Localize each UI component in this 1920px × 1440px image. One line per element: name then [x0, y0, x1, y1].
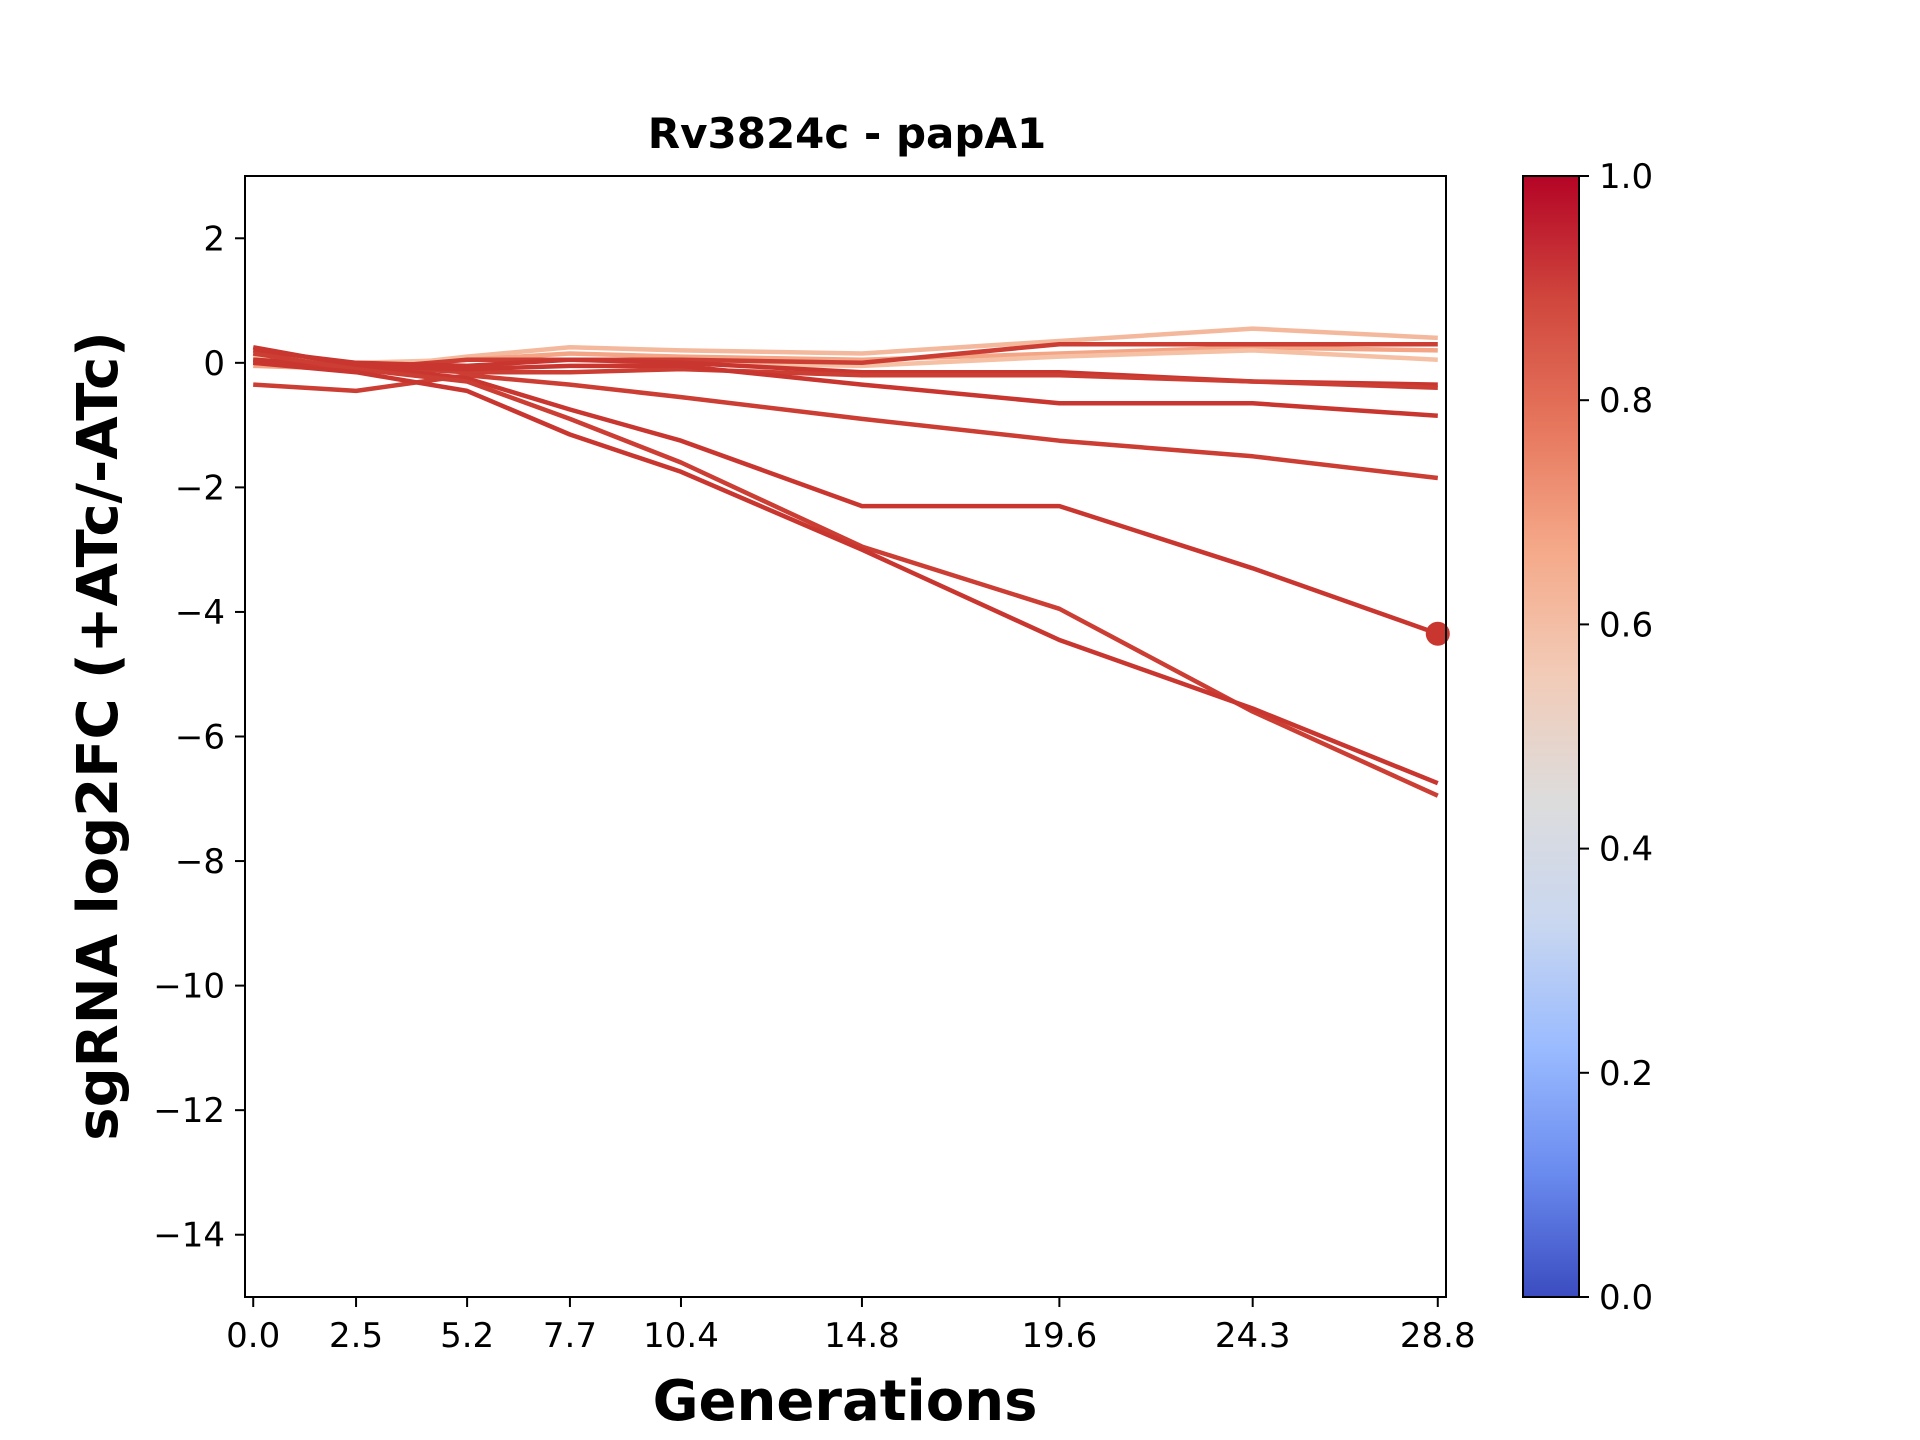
series-line-7 — [253, 357, 1438, 419]
y-tick-label: −14 — [153, 1216, 225, 1256]
colorbar-tick-label: 0.4 — [1599, 830, 1653, 870]
series-end-marker — [1425, 621, 1450, 646]
y-tick-label: 2 — [203, 219, 225, 259]
x-tick-label: 28.8 — [1400, 1316, 1476, 1356]
y-tick-label: −4 — [175, 593, 225, 633]
y-axis: 2 0 −2 −4 −6 −8 −10 −12 −14 — [153, 219, 245, 1256]
chart-title: Rv3824c - papA1 — [648, 109, 1046, 158]
series-line-8 — [253, 373, 1439, 481]
x-tick-label: 5.2 — [440, 1316, 494, 1356]
x-axis-label: Generations — [653, 1369, 1038, 1434]
x-tick-label: 19.6 — [1022, 1316, 1098, 1356]
y-tick-label: −2 — [175, 468, 225, 508]
y-tick-label: −10 — [153, 967, 225, 1007]
colorbar — [1522, 175, 1580, 1298]
colorbar-tick-label: 0.2 — [1599, 1054, 1653, 1094]
series-line-9 — [252, 345, 1439, 636]
series-line-11 — [252, 360, 1439, 786]
y-tick-label: −12 — [153, 1091, 225, 1131]
x-tick-label: 2.5 — [329, 1316, 383, 1356]
x-tick-label: 7.7 — [543, 1316, 597, 1356]
colorbar-tick-label: 0.8 — [1599, 381, 1653, 421]
colorbar-axis: 1.0 0.8 0.6 0.4 0.2 0.0 — [1579, 157, 1653, 1318]
x-tick-label: 0.0 — [226, 1316, 280, 1356]
x-tick-label: 10.4 — [643, 1316, 719, 1356]
y-tick-label: −6 — [175, 718, 225, 758]
y-tick-label: 0 — [203, 344, 225, 384]
x-tick-label: 14.8 — [824, 1316, 900, 1356]
series-layer — [252, 326, 1450, 798]
x-axis: 0.0 2.5 5.2 7.7 10.4 14.8 19.6 24.3 28.8 — [226, 1297, 1476, 1356]
colorbar-tick-label: 0.6 — [1599, 605, 1653, 645]
colorbar-tick-label: 1.0 — [1599, 157, 1653, 197]
y-tick-label: −8 — [175, 842, 225, 882]
x-tick-label: 24.3 — [1215, 1316, 1291, 1356]
y-axis-label: sgRNA log2FC (+ATc/-ATc) — [66, 331, 131, 1141]
colorbar-tick-label: 0.0 — [1599, 1278, 1653, 1318]
series-line-10 — [252, 351, 1439, 798]
